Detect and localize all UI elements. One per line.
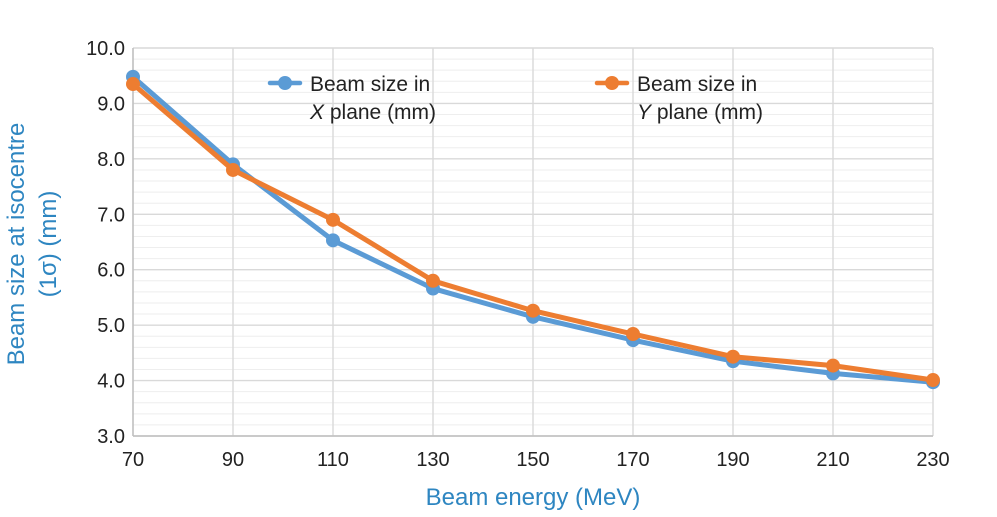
x-tick-label: 230	[916, 449, 949, 471]
y-tick-label: 9.0	[97, 93, 125, 115]
data-point-y-plane	[426, 273, 440, 288]
legend-label-x-plane: Beam size in	[310, 73, 430, 96]
legend-unit-text: plane (mm)	[651, 101, 763, 124]
data-point-y-plane	[926, 373, 940, 388]
x-tick-label: 70	[122, 449, 144, 471]
legend-marker-y-plane	[605, 76, 619, 90]
y-tick-label: 5.0	[97, 315, 125, 337]
legend-label-x-plane-line2: X plane (mm)	[309, 101, 436, 124]
legend-axis-letter: Y	[637, 101, 653, 124]
data-point-y-plane	[226, 162, 240, 177]
series-layer	[126, 69, 940, 390]
y-tick-label: 6.0	[97, 260, 125, 282]
legend: Beam size in X plane (mm) Beam size in Y pl…	[267, 73, 763, 124]
y-tick-label: 7.0	[97, 204, 125, 226]
data-point-y-plane	[826, 358, 840, 373]
grid	[132, 47, 934, 437]
y-tick-label: 4.0	[97, 371, 125, 393]
data-point-y-plane	[726, 349, 740, 364]
legend-label-y-plane: Beam size in	[637, 73, 757, 96]
data-point-y-plane	[526, 303, 540, 318]
x-tick-label: 90	[222, 449, 244, 471]
x-tick-label: 190	[716, 449, 749, 471]
y-axis-subtitle: (1σ) (mm)	[35, 191, 62, 298]
x-tick-label: 150	[516, 449, 549, 471]
y-tick-label: 8.0	[97, 149, 125, 171]
x-tick-label: 210	[816, 449, 849, 471]
y-tick-label: 3.0	[97, 426, 125, 448]
legend-axis-letter: X	[309, 101, 325, 124]
x-axis-title: Beam energy (MeV)	[426, 484, 641, 511]
data-point-y-plane	[126, 77, 140, 92]
y-axis-title: Beam size at isocentre	[3, 123, 30, 366]
x-tick-label: 130	[416, 449, 449, 471]
data-point-x-plane	[326, 233, 340, 248]
y-tick-label: 10.0	[86, 38, 125, 60]
data-point-y-plane	[626, 327, 640, 342]
x-tick-label: 170	[616, 449, 649, 471]
data-point-y-plane	[326, 212, 340, 227]
legend-marker-x-plane	[278, 76, 292, 90]
x-tick-label: 110	[317, 449, 349, 471]
legend-label-y-plane-line2: Y plane (mm)	[637, 101, 763, 124]
axes: 3.0 4.0 5.0 6.0 7.0 8.0 9.0 10.0 70 90 110 130 150 17…	[86, 38, 950, 471]
legend-unit-text: plane (mm)	[324, 101, 436, 124]
